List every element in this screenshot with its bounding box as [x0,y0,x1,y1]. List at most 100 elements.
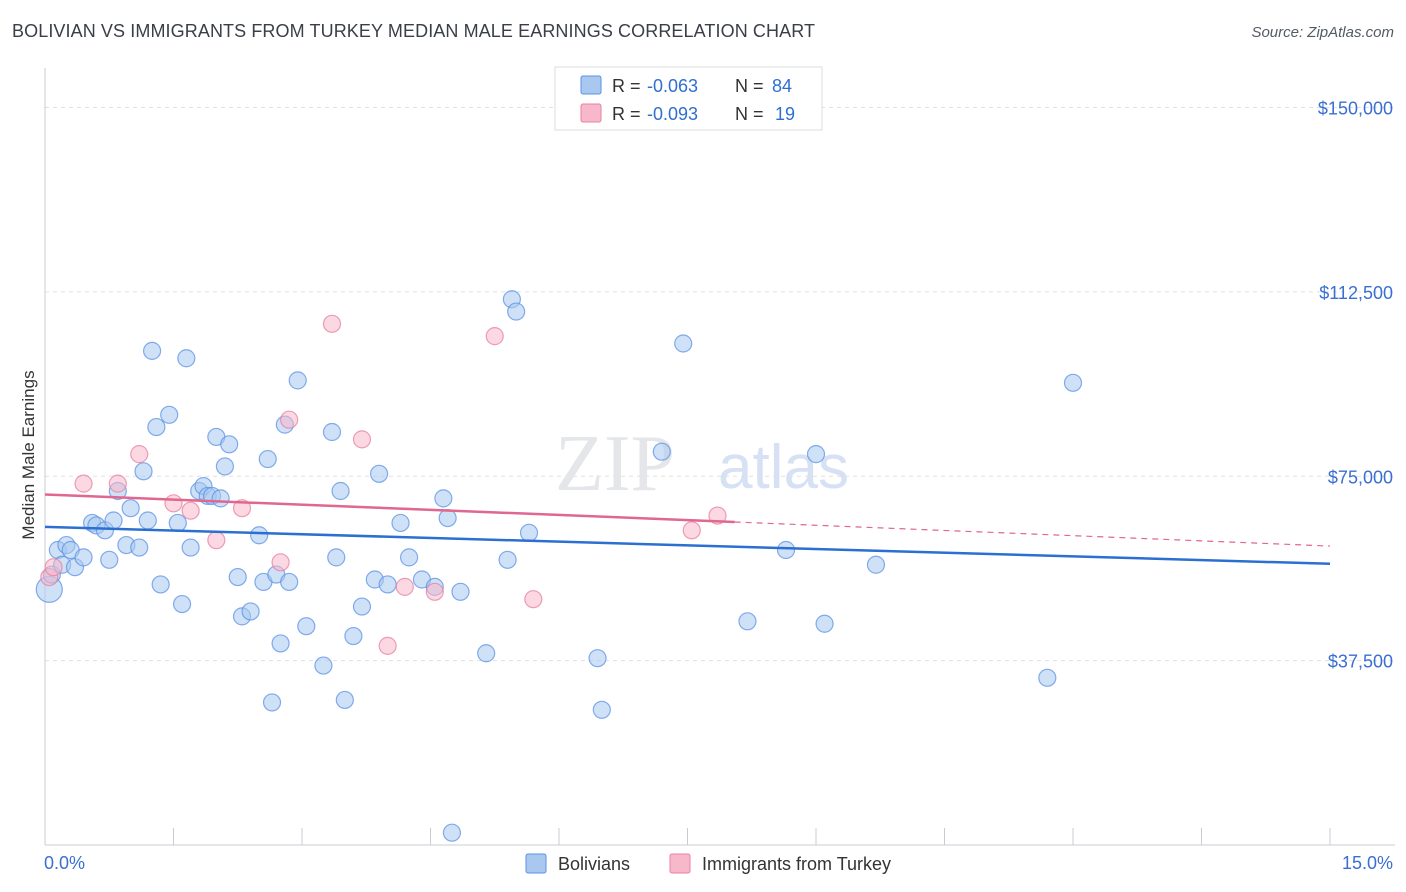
bolivians-point [442,823,462,842]
turkey-point [682,521,701,540]
bolivians-point [738,612,757,631]
bolivians-point [378,575,397,594]
bolivians-point [241,602,260,621]
turkey-point [485,327,504,346]
bolivians-point [434,489,453,508]
x-tick-labels: 0.0% 15.0% [44,853,1393,873]
bolivians-point [866,555,886,574]
bolivians-point [220,435,239,454]
bolivians-point [228,567,247,587]
legend-r-label-2: R = [612,104,641,124]
turkey-point [44,558,63,577]
series-legend-swatch-turkey [669,853,691,874]
turkey-point [378,636,397,655]
turkey-point [74,474,93,493]
series-legend: Bolivians Immigrants from Turkey [525,853,891,874]
bolivians-point [1038,668,1057,687]
gridlines [45,107,1395,662]
turkey-trend-extension [734,521,1331,547]
bolivians-point [134,462,153,481]
watermark-zip: ZIP [555,420,675,508]
turkey-point [207,531,226,550]
turkey-point [524,590,543,609]
bolivians-point [100,550,119,569]
bolivians-point [652,442,671,461]
bolivians-point [399,548,419,567]
bolivians-point [391,513,410,533]
turkey-point [425,582,444,601]
bolivians-point [172,594,192,614]
bolivians-point [138,511,157,530]
bolivians-point [674,334,693,353]
y-tick-label: $37,500 [1328,652,1393,672]
bolivians-point [121,499,140,518]
bolivians-point [168,513,187,533]
bolivians-point [592,700,611,719]
bolivians-point [211,489,230,508]
bolivians-point [498,550,517,569]
bolivians-point [370,464,389,483]
bolivians-point [74,548,93,567]
bolivians-point [262,693,282,712]
legend-swatch-turkey [580,103,602,123]
turkey-point [708,506,727,525]
bolivians-point [160,405,179,424]
bolivians-point [288,371,307,390]
bolivians-point [451,582,470,601]
bolivians-point [806,445,826,464]
bolivians-point [327,548,346,567]
data-points [35,290,1083,842]
turkey-point [271,553,290,572]
bolivians-point [104,511,123,530]
bolivians-point [130,538,149,557]
bolivians-point [151,575,170,594]
legend-r-value-2: -0.093 [647,104,698,124]
y-tick-label: $75,000 [1328,467,1393,487]
bolivians-point [181,538,200,557]
x-tick-label-max: 15.0% [1342,853,1393,873]
bolivians-point [519,523,539,542]
bolivians-point [250,526,269,545]
bolivians-point [477,644,496,663]
watermark: ZIP atlas [555,420,849,508]
turkey-point [130,445,149,464]
series-legend-bolivians: Bolivians [558,854,630,874]
legend-r-value-1: -0.063 [647,76,698,96]
legend-n-value-2: 19 [775,104,795,124]
watermark-atlas: atlas [718,433,849,502]
bolivians-point [258,449,277,469]
series-legend-swatch-bolivians [525,853,547,874]
bolivians-point [142,341,162,360]
bolivians-point [344,626,363,646]
legend-swatch-bolivians [580,75,602,95]
bolivians-trend-line [44,525,1331,566]
legend-n-label-1: N = [735,76,764,96]
series-legend-turkey: Immigrants from Turkey [702,854,891,874]
y-tick-label: $112,500 [1319,283,1393,303]
y-tick-label: $150,000 [1318,99,1393,119]
turkey-point [232,499,252,518]
turkey-point [164,494,183,513]
bolivians-point [331,481,350,501]
turkey-trend-line [44,493,735,524]
turkey-point [322,314,342,333]
turkey-point [181,501,200,520]
bolivians-point [280,572,299,592]
x-tick-label-min: 0.0% [44,853,85,873]
bolivians-point [314,656,333,675]
y-axis-title: Median Male Earnings [19,370,38,539]
bolivians-point [177,349,196,368]
turkey-point [280,410,299,429]
bolivians-point [147,417,166,437]
bolivians-point [352,597,372,616]
bolivians-point [438,508,457,528]
bolivians-point [776,540,796,560]
legend-n-value-1: 84 [772,76,792,96]
bolivians-point [815,614,834,633]
bolivians-point [1063,373,1083,392]
chart-source: Source: ZipAtlas.com [1251,24,1394,41]
turkey-point [108,474,127,493]
bolivians-point [271,634,290,653]
y-tick-labels: $37,500 $75,000 $112,500 $150,000 [1318,99,1393,672]
legend-r-label-1: R = [612,76,641,96]
